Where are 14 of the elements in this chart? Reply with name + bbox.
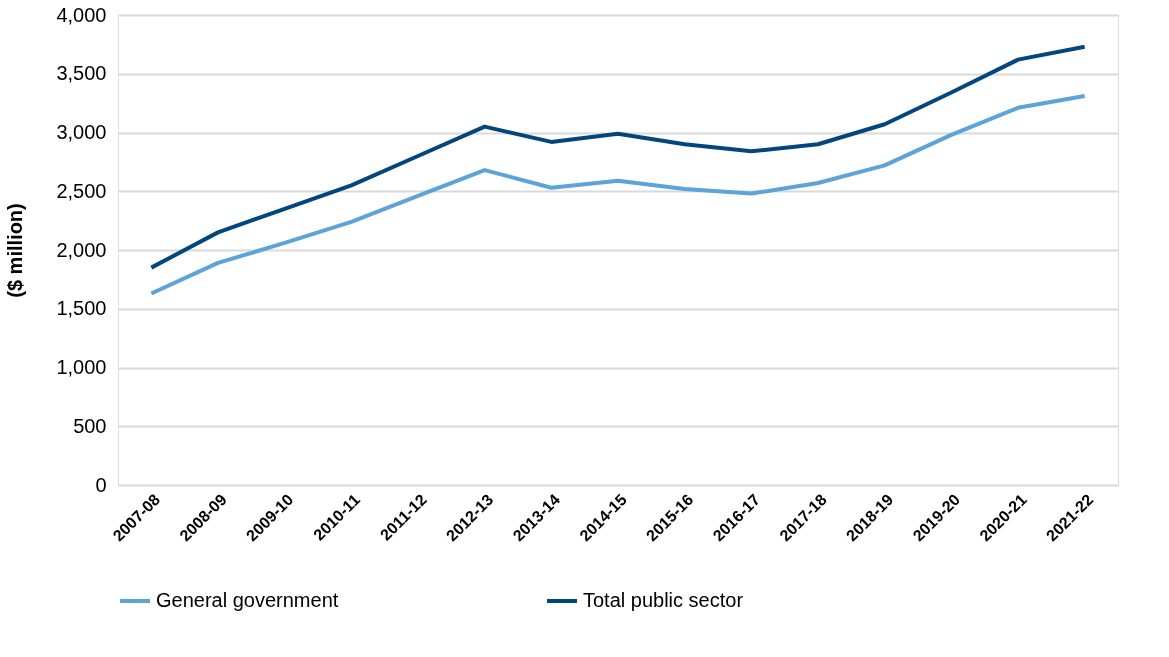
y-tick-label: 3,000 — [56, 121, 107, 143]
y-tick-label: 2,500 — [56, 179, 107, 202]
line-series — [149, 44, 1087, 270]
legend-label: Total public sector — [583, 589, 744, 611]
y-tick-label: 2,000 — [56, 238, 107, 261]
legend-label: General government — [156, 589, 339, 611]
y-tick-label: 1,000 — [56, 356, 107, 378]
y-tick-label: 0 — [95, 473, 107, 496]
line-series — [149, 94, 1087, 296]
y-tick-label: 3,500 — [56, 62, 107, 85]
y-tick-label: 500 — [73, 414, 107, 437]
y-tick-label: 4,000 — [56, 3, 107, 26]
y-axis-title: ($ million) — [4, 203, 27, 298]
y-tick-label: 1,500 — [56, 297, 107, 320]
